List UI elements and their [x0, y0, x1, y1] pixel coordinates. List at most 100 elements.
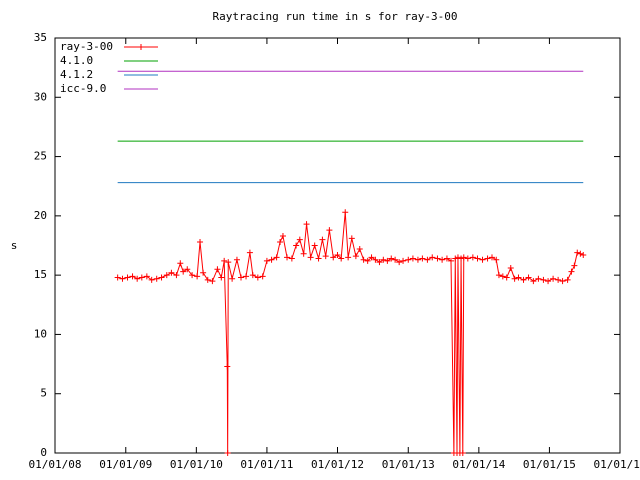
point-marker — [515, 274, 522, 281]
point-marker — [129, 273, 136, 280]
point-marker — [173, 272, 180, 279]
point-marker — [439, 256, 446, 263]
legend-label: icc-9.0 — [60, 82, 106, 95]
point-marker — [400, 257, 407, 264]
point-marker — [243, 273, 250, 280]
point-marker — [224, 450, 231, 456]
point-marker — [493, 256, 500, 263]
point-marker — [180, 268, 187, 275]
point-marker — [550, 275, 557, 282]
point-marker — [197, 238, 204, 245]
point-marker — [249, 272, 256, 279]
point-marker — [574, 249, 581, 256]
y-tick-label: 15 — [34, 268, 47, 281]
point-marker — [372, 256, 379, 263]
point-marker — [204, 276, 211, 283]
point-marker — [414, 256, 421, 263]
point-marker — [459, 450, 466, 456]
point-marker — [288, 255, 295, 262]
point-marker — [464, 255, 471, 262]
point-marker — [525, 274, 532, 281]
legend-marker — [138, 44, 144, 50]
point-marker — [319, 236, 326, 243]
point-marker — [342, 209, 349, 216]
point-marker — [376, 259, 383, 266]
point-marker — [246, 249, 253, 256]
point-marker — [448, 257, 455, 264]
point-marker — [225, 259, 232, 266]
point-marker — [315, 255, 322, 262]
point-marker — [409, 255, 416, 262]
point-marker — [177, 260, 184, 267]
point-marker — [396, 259, 403, 266]
point-marker — [571, 262, 578, 269]
chart-title: Raytracing run time in s for ray-3-00 — [212, 10, 457, 23]
point-marker — [419, 255, 426, 262]
point-marker — [303, 221, 310, 228]
x-tick-label: 01/01/16 — [594, 458, 640, 471]
point-marker — [384, 257, 391, 264]
point-marker — [488, 254, 495, 261]
legend-label: 4.1.0 — [60, 54, 93, 67]
point-marker — [564, 276, 571, 283]
point-marker — [507, 265, 514, 272]
point-marker — [200, 269, 207, 276]
y-tick-label: 0 — [40, 446, 47, 459]
point-marker — [380, 256, 387, 263]
point-marker — [263, 257, 270, 264]
point-marker — [454, 254, 461, 261]
point-marker — [153, 275, 160, 282]
point-marker — [535, 275, 542, 282]
point-marker — [254, 274, 261, 281]
point-marker — [134, 275, 141, 282]
point-marker — [189, 272, 196, 279]
point-marker — [540, 276, 547, 283]
point-marker — [322, 253, 329, 260]
point-marker — [158, 274, 165, 281]
point-marker — [555, 276, 562, 283]
x-tick-label: 01/01/11 — [240, 458, 293, 471]
y-tick-label: 10 — [34, 327, 47, 340]
series-line — [117, 212, 584, 454]
point-marker — [360, 256, 367, 263]
y-tick-label: 5 — [40, 387, 47, 400]
point-marker — [233, 256, 240, 263]
point-marker — [405, 256, 412, 263]
x-tick-label: 01/01/09 — [99, 458, 152, 471]
point-marker — [484, 255, 491, 262]
point-marker — [259, 273, 266, 280]
point-marker — [284, 254, 291, 261]
point-marker — [577, 250, 584, 257]
point-marker — [209, 278, 216, 285]
point-marker — [443, 255, 450, 262]
point-marker — [114, 274, 121, 281]
point-marker — [273, 254, 280, 261]
y-tick-label: 35 — [34, 31, 47, 44]
y-tick-label: 25 — [34, 150, 47, 163]
point-marker — [356, 246, 363, 253]
point-marker — [345, 254, 352, 261]
point-marker — [138, 274, 145, 281]
point-marker — [580, 251, 587, 258]
point-marker — [214, 266, 221, 273]
point-marker — [559, 278, 566, 285]
point-marker — [229, 275, 236, 282]
point-marker — [330, 254, 337, 261]
x-tick-label: 01/01/15 — [523, 458, 576, 471]
point-marker — [503, 274, 510, 281]
point-marker — [388, 255, 395, 262]
point-marker — [277, 238, 284, 245]
point-marker — [168, 269, 175, 276]
legend-label: ray-3-00 — [60, 40, 113, 53]
x-tick-label: 01/01/08 — [29, 458, 82, 471]
x-tick-label: 01/01/13 — [382, 458, 435, 471]
legend-label: 4.1.2 — [60, 68, 93, 81]
point-marker — [221, 257, 228, 264]
point-marker — [474, 255, 481, 262]
point-marker — [499, 273, 506, 280]
point-marker — [184, 266, 191, 273]
point-marker — [392, 256, 399, 263]
point-marker — [293, 242, 300, 249]
point-marker — [429, 254, 436, 261]
point-marker — [194, 273, 201, 280]
